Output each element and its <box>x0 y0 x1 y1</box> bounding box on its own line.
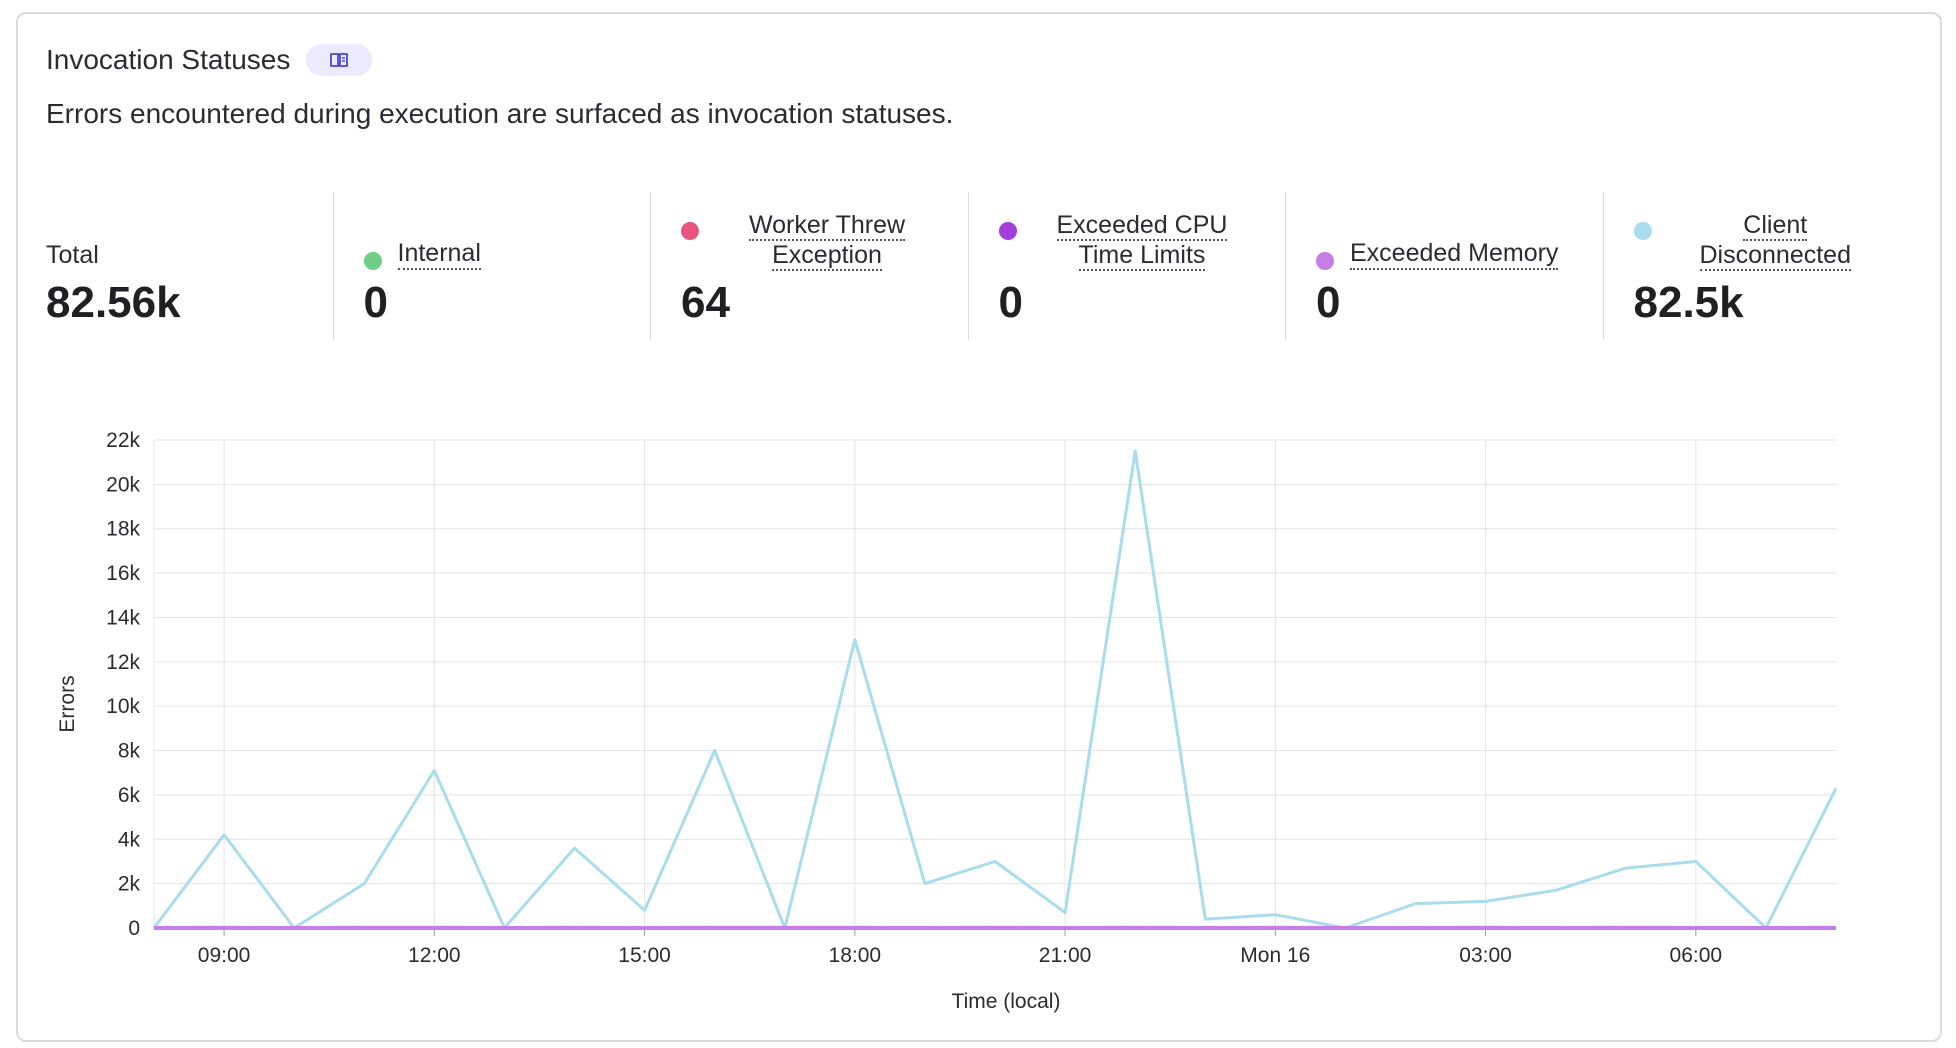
y-tick-label: 18k <box>106 518 140 541</box>
y-tick-label: 22k <box>106 429 140 452</box>
stat-exceeded-memory-label[interactable]: Exceeded Memory <box>1350 238 1559 270</box>
stat-internal-label[interactable]: Internal <box>397 238 481 270</box>
x-axis-ticks: 09:00 12:00 15:00 18:00 21:00 Mon 16 03:00 06:0… <box>198 928 1722 967</box>
x-axis-title: Time (local) <box>952 990 1061 1013</box>
chart-series <box>152 449 1838 930</box>
stat-client-disconnected-value: 82.5k <box>1633 278 1744 327</box>
stat-exceeded-cpu-value: 0 <box>998 278 1023 327</box>
series-line-client-disconnected <box>152 449 1838 930</box>
y-tick-label: 12k <box>106 651 140 674</box>
y-tick-label: 20k <box>106 473 140 496</box>
x-tick-label: 15:00 <box>618 944 671 967</box>
stat-exceeded-cpu: Exceeded CPU Time Limits 0 <box>967 192 1286 340</box>
stat-internal-value: 0 <box>363 278 388 327</box>
errors-line-chart[interactable]: 0 2k 4k 6k 8k 10k 12k 14k 16k 18k 20k 22k 09:00 12:0… <box>18 14 1940 1040</box>
y-tick-label: 8k <box>118 740 141 763</box>
client-disconnected-legend-dot <box>1633 222 1652 240</box>
book-open-icon <box>330 53 349 67</box>
x-tick-label: 18:00 <box>829 944 882 967</box>
stat-exceeded-memory-value: 0 <box>1316 278 1341 327</box>
y-tick-label: 6k <box>118 784 141 807</box>
worker-exception-legend-dot <box>681 222 699 240</box>
y-axis-title: Errors <box>56 675 79 732</box>
stat-client-disconnected-label[interactable]: Client Disconnected <box>1699 211 1851 271</box>
status-summary: Total 82.56k Internal 0 Worker Threw Exc… <box>46 192 1920 340</box>
chart-grid <box>153 439 1836 929</box>
stat-exceeded-cpu-label[interactable]: Exceeded CPU Time Limits <box>1056 211 1228 271</box>
stat-client-disconnected: Client Disconnected 82.5k <box>1602 192 1921 340</box>
stat-exceeded-memory: Exceeded Memory 0 <box>1285 192 1603 340</box>
y-axis-ticks: 0 2k 4k 6k 8k 10k 12k 14k 16k 18k 20k 22k <box>106 429 140 940</box>
card-header: Invocation Statuses <box>46 44 373 76</box>
exceeded-cpu-legend-dot <box>998 222 1017 240</box>
x-tick-label: 09:00 <box>198 944 251 967</box>
stat-worker-exception-label[interactable]: Worker Threw Exception <box>749 211 906 271</box>
x-tick-label: Mon 16 <box>1240 944 1310 967</box>
stat-worker-threw-exception: Worker Threw Exception 64 <box>650 192 968 340</box>
x-tick-label: 12:00 <box>408 944 461 967</box>
invocation-statuses-card: Invocation Statuses Errors encountered d… <box>16 12 1942 1042</box>
y-tick-label: 10k <box>106 695 140 718</box>
stat-internal: Internal 0 <box>332 192 651 340</box>
exceeded-memory-legend-dot <box>1316 252 1334 270</box>
y-tick-label: 2k <box>118 873 141 896</box>
internal-legend-dot <box>363 252 382 270</box>
x-tick-label: 03:00 <box>1459 944 1512 967</box>
y-tick-label: 14k <box>106 606 140 629</box>
documentation-button[interactable] <box>306 44 373 76</box>
card-description: Errors encountered during execution are … <box>46 98 954 129</box>
y-tick-label: 16k <box>106 562 140 585</box>
x-tick-label: 06:00 <box>1670 944 1723 967</box>
stat-worker-exception-value: 64 <box>681 278 730 327</box>
card-title: Invocation Statuses <box>46 44 291 75</box>
y-tick-label: 4k <box>118 828 141 851</box>
stat-total: Total 82.56k <box>46 192 333 340</box>
stat-total-value: 82.56k <box>46 278 181 327</box>
y-tick-label: 0 <box>128 917 140 940</box>
stat-total-label: Total <box>46 241 99 269</box>
x-tick-label: 21:00 <box>1039 944 1092 967</box>
